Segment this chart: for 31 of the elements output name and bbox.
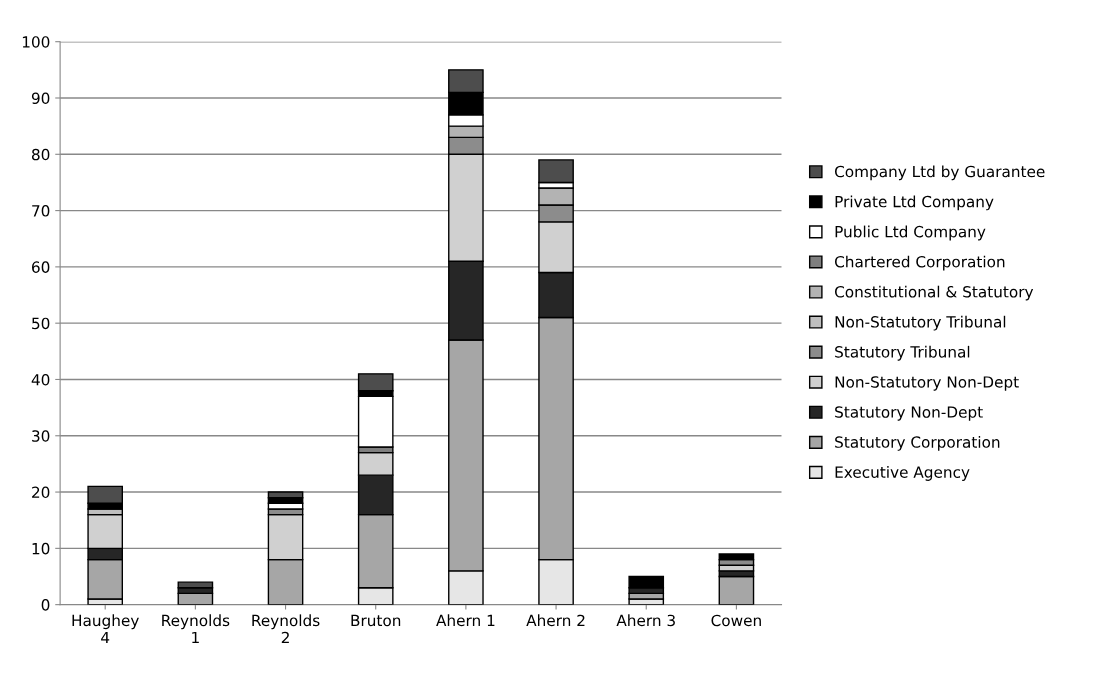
y-tick-label: 50 xyxy=(32,317,50,330)
bar xyxy=(718,575,755,605)
x-tick-label: Bruton xyxy=(351,614,401,627)
legend-label: Non-Statutory Non-Dept xyxy=(835,376,1019,391)
legend-label: Statutory Tribunal xyxy=(835,345,970,361)
y-tick-label: 80 xyxy=(31,148,50,161)
y-tick-label: 30 xyxy=(32,430,50,442)
x-tick-label: Reynolds 1 xyxy=(162,614,230,644)
x-tick-label: Ahern 2 xyxy=(526,614,585,627)
legend-label: Public Ltd Company xyxy=(835,225,986,241)
y-tick-label: 40 xyxy=(31,373,50,386)
x-tick-label: Ahern 3 xyxy=(616,614,675,627)
legend-label: Company Ltd by Guarantee xyxy=(834,165,1045,181)
y-tick-label: 90 xyxy=(31,92,50,105)
y-tick-label: 60 xyxy=(32,261,50,273)
x-tick-label: Ahern 1 xyxy=(436,614,495,627)
y-tick-label: 70 xyxy=(32,205,50,217)
legend-label: Constitutional & Statutory xyxy=(834,285,1034,301)
y-tick-label: 0 xyxy=(41,599,50,611)
legend-label: Chartered Corporation xyxy=(834,255,1005,271)
legend-label: Statutory Non-Dept xyxy=(835,406,983,421)
y-tick-label: 100 xyxy=(22,36,50,48)
legend-label: Non-Statutory Tribunal xyxy=(835,315,1006,331)
y-tick-label: 10 xyxy=(32,542,50,555)
legend-label: Statutory Corporation xyxy=(835,436,1000,451)
x-tick-label: Reynolds 2 xyxy=(252,614,320,644)
legend-label: Executive Agency xyxy=(835,466,970,481)
y-tick-label: 20 xyxy=(32,486,50,499)
legend-label: Private Ltd Company xyxy=(835,195,994,211)
x-tick-label: Haughey 4 xyxy=(72,614,139,644)
x-tick-label: Cowen xyxy=(711,614,761,627)
